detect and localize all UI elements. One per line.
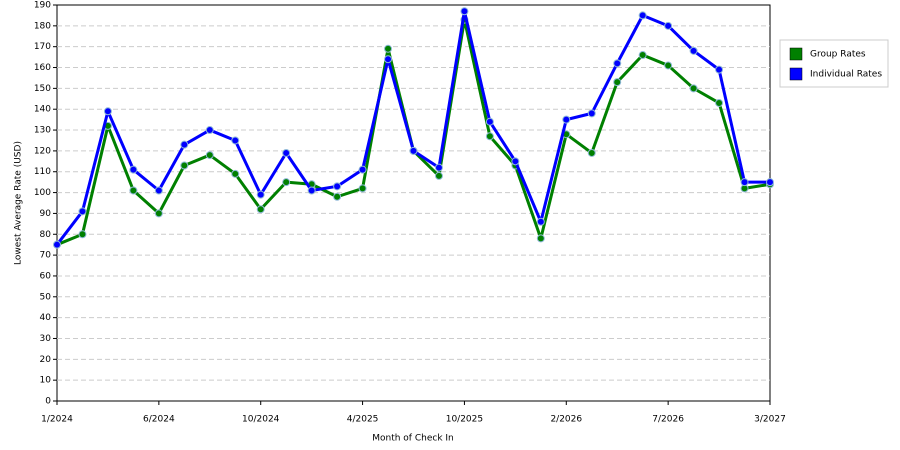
data-point: [409, 146, 418, 155]
data-point: [434, 171, 443, 180]
y-tick-label: 160: [34, 63, 51, 73]
data-point: [511, 157, 520, 166]
y-tick-label: 20: [40, 355, 52, 365]
data-point: [282, 148, 291, 157]
data-point: [689, 46, 698, 55]
data-point: [205, 151, 214, 160]
data-point: [129, 186, 138, 195]
data-point: [664, 21, 673, 30]
data-point: [613, 59, 622, 68]
data-point: [638, 51, 647, 60]
y-tick-label: 50: [40, 292, 52, 302]
data-point: [231, 169, 240, 178]
y-tick-label: 100: [34, 188, 51, 198]
data-point: [485, 132, 494, 141]
data-point: [384, 55, 393, 64]
x-tick-label: 2/2026: [550, 415, 582, 425]
data-point: [715, 98, 724, 107]
y-tick-label: 140: [34, 105, 51, 115]
y-tick-label: 10: [40, 376, 52, 386]
data-point: [613, 78, 622, 87]
data-point: [740, 178, 749, 187]
data-point: [180, 161, 189, 170]
data-point: [587, 109, 596, 118]
data-point: [256, 190, 265, 199]
y-tick-label: 70: [40, 251, 52, 261]
data-point: [231, 136, 240, 145]
data-point: [358, 184, 367, 193]
data-point: [664, 61, 673, 70]
data-point: [460, 7, 469, 16]
x-tick-label: 6/2024: [143, 415, 175, 425]
y-tick-label: 110: [34, 167, 51, 177]
data-point: [766, 178, 774, 187]
y-tick-label: 120: [34, 146, 51, 156]
y-tick-label: 190: [34, 1, 51, 11]
data-point: [78, 230, 87, 239]
x-tick-label: 3/2027: [754, 415, 786, 425]
data-point: [434, 163, 443, 172]
data-point: [485, 117, 494, 126]
data-point: [154, 186, 163, 195]
legend-swatch: [789, 67, 803, 81]
data-point: [715, 65, 724, 74]
x-tick-label: 4/2025: [347, 415, 379, 425]
data-point: [587, 148, 596, 157]
data-point: [78, 207, 87, 216]
data-point: [562, 115, 571, 124]
data-point: [638, 11, 647, 20]
data-point: [536, 217, 545, 226]
legend-label: Individual Rates: [810, 70, 882, 80]
y-tick-label: 40: [40, 313, 52, 323]
plot-area: [56, 4, 771, 402]
legend-swatch: [789, 47, 803, 61]
data-point: [536, 234, 545, 243]
data-point: [333, 182, 342, 191]
data-point: [129, 165, 138, 174]
data-point: [180, 140, 189, 149]
data-point: [689, 84, 698, 93]
y-tick-label: 80: [40, 230, 52, 240]
x-tick-label: 7/2026: [652, 415, 684, 425]
data-point: [358, 165, 367, 174]
y-tick-label: 130: [34, 126, 51, 136]
data-point: [53, 240, 61, 249]
y-tick-label: 0: [45, 397, 51, 407]
x-tick-label: 1/2024: [41, 415, 73, 425]
data-point: [282, 178, 291, 187]
data-point: [103, 107, 112, 116]
data-point: [154, 209, 163, 218]
data-point: [384, 44, 393, 53]
y-tick-label: 60: [40, 271, 52, 281]
x-tick-label: 10/2025: [446, 415, 483, 425]
x-axis-label: Month of Check In: [372, 434, 454, 444]
data-point: [333, 192, 342, 201]
y-tick-label: 150: [34, 84, 51, 94]
x-tick-label: 10/2024: [242, 415, 280, 425]
legend-label: Group Rates: [810, 50, 866, 60]
y-tick-label: 30: [40, 334, 52, 344]
y-axis-label: Lowest Average Rate (USD): [14, 141, 24, 265]
data-point: [256, 205, 265, 214]
y-tick-label: 90: [40, 209, 52, 219]
y-tick-label: 170: [34, 42, 51, 52]
y-tick-label: 180: [34, 21, 51, 31]
data-point: [205, 126, 214, 135]
data-point: [307, 186, 316, 195]
